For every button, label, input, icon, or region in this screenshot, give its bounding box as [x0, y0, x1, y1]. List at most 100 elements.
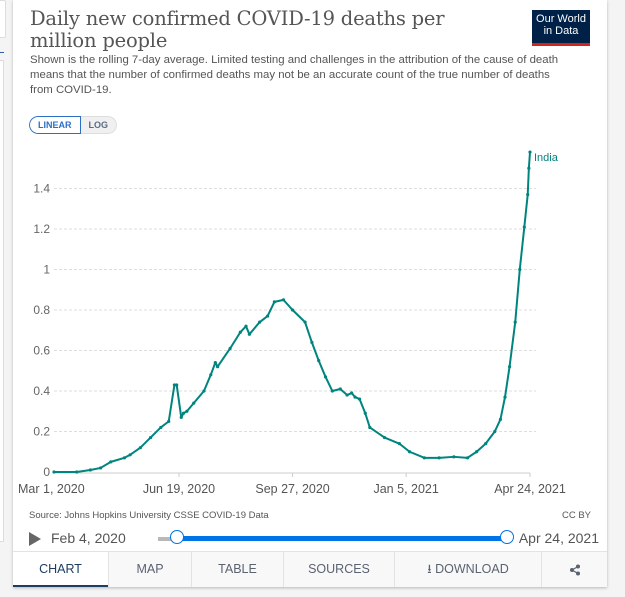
data-point [363, 411, 367, 415]
data-point [138, 446, 142, 450]
data-point [247, 332, 251, 336]
y-tick-label: 1.2 [33, 222, 50, 236]
x-tick-label: Jun 19, 2020 [143, 482, 215, 496]
owid-logo[interactable]: Our World in Data [532, 10, 590, 46]
data-point [475, 450, 479, 454]
data-point [185, 409, 189, 413]
data-point [238, 330, 242, 334]
data-point [513, 320, 517, 324]
x-axis: Mar 1, 2020 Jun 19, 2020 Sep 27, 2020 Jan 5… [18, 472, 566, 496]
data-point [357, 397, 362, 401]
data-point [397, 442, 401, 446]
tab-download-label: DOWNLOAD [435, 562, 509, 576]
tab-chart[interactable]: CHART [13, 552, 108, 587]
y-tick-label: 0.4 [33, 384, 50, 398]
data-point [484, 442, 488, 446]
x-tick-label: Mar 1, 2020 [18, 482, 85, 496]
timeline-start-handle[interactable] [170, 530, 184, 544]
data-point [159, 425, 163, 430]
data-point [353, 395, 357, 399]
x-tick-label: Jan 5, 2021 [373, 482, 438, 496]
scale-log-button[interactable]: LOG [80, 116, 117, 134]
data-point [98, 466, 103, 470]
y-tick-label: 0 [43, 465, 50, 479]
chart-subtitle: Shown is the rolling 7-day average. Limi… [30, 54, 559, 96]
timeline-start-label: Feb 4, 2020 [51, 530, 126, 546]
data-point [518, 267, 522, 272]
data-point [122, 456, 127, 460]
data-point [244, 324, 248, 328]
data-point [228, 346, 232, 351]
data-point [317, 359, 321, 363]
y-tick-label: 0.2 [33, 425, 50, 439]
data-point [422, 456, 426, 460]
background-panel [0, 60, 4, 542]
data-point [181, 411, 186, 415]
tab-download[interactable]: ⭳ DOWNLOAD [394, 552, 541, 587]
tab-bar: CHART MAP TABLE SOURCES ⭳ DOWNLOAD [13, 551, 607, 588]
data-point [290, 308, 295, 312]
data-point [407, 450, 412, 454]
tab-table[interactable]: TABLE [191, 552, 283, 587]
timeline-end-label: Apr 24, 2021 [518, 530, 599, 546]
data-point [209, 373, 213, 377]
data-point [109, 460, 113, 464]
source-note[interactable]: Source: Johns Hopkins University CSSE CO… [29, 510, 269, 521]
data-point [338, 387, 342, 391]
license-link[interactable]: CC BY [561, 510, 591, 521]
data-point [179, 415, 183, 419]
logo-line-2: in Data [543, 25, 579, 37]
share-button[interactable] [541, 552, 607, 587]
gridlines [54, 188, 536, 432]
data-point [465, 456, 470, 460]
share-icon [569, 564, 580, 576]
data-point [88, 468, 92, 472]
play-icon[interactable] [29, 532, 41, 546]
y-tick-label: 0.8 [33, 303, 50, 317]
data-point [323, 375, 328, 379]
data-point [148, 435, 153, 440]
chart-title: Daily new confirmed COVID-19 deaths per … [30, 7, 445, 52]
timeline: Feb 4, 2020 Apr 24, 2021 [29, 528, 599, 550]
tab-map[interactable]: MAP [108, 552, 191, 587]
data-point [522, 225, 526, 229]
data-point [272, 300, 276, 304]
data-point [75, 470, 79, 474]
data-point [310, 340, 314, 344]
timeline-track[interactable] [158, 537, 178, 541]
data-point [452, 455, 456, 459]
data-point [52, 470, 56, 474]
data-point [172, 383, 177, 387]
timeline-end-handle[interactable] [500, 530, 514, 544]
data-point [350, 391, 354, 395]
background-page-edge [0, 0, 11, 597]
data-point [526, 192, 530, 197]
scale-linear-button[interactable]: LINEAR [29, 116, 81, 134]
logo-line-1: Our World [536, 13, 586, 25]
download-icon: ⭳ [427, 562, 432, 576]
data-point [382, 435, 387, 440]
chart-card: Daily new confirmed COVID-19 deaths per … [13, 0, 607, 587]
series-india: India [52, 150, 559, 474]
y-tick-label: 0.6 [33, 344, 50, 358]
logo-red-bar [532, 43, 590, 46]
line-chart: 0 0.2 0.4 0.6 0.8 1 1.2 1.4 Mar 1, 2020 Jun 19, … [18, 150, 566, 496]
data-point [192, 401, 196, 405]
data-point [507, 365, 512, 369]
data-point [527, 166, 531, 170]
data-point [202, 389, 206, 393]
data-point [265, 314, 270, 318]
data-point [215, 365, 220, 369]
y-tick-label: 1.4 [33, 182, 50, 196]
background-divider [0, 52, 4, 53]
series-label-india: India [534, 152, 559, 164]
series-line [54, 151, 531, 473]
data-point [303, 320, 307, 324]
data-point [128, 453, 132, 457]
background-panel [0, 0, 6, 38]
data-point [345, 393, 349, 397]
tab-sources[interactable]: SOURCES [283, 552, 394, 587]
data-point [493, 429, 497, 434]
timeline-selected-range[interactable] [177, 536, 507, 541]
data-point [330, 389, 334, 393]
